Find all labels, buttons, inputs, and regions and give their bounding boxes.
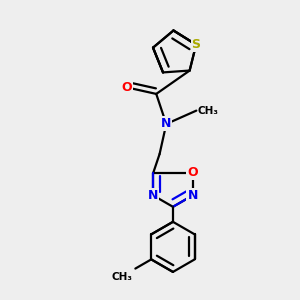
Text: N: N <box>161 118 172 130</box>
Text: O: O <box>121 81 131 94</box>
Text: O: O <box>187 166 198 179</box>
Text: CH₃: CH₃ <box>111 272 132 282</box>
Text: S: S <box>192 38 201 51</box>
Text: N: N <box>148 189 158 202</box>
Text: CH₃: CH₃ <box>198 106 219 116</box>
Text: N: N <box>188 189 198 202</box>
